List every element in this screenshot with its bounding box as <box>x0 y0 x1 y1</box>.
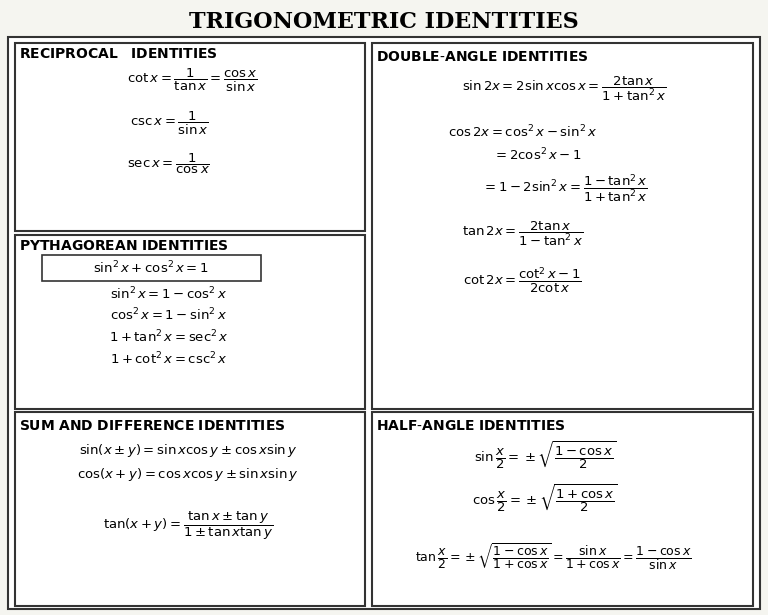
Text: $\mathbf{RECIPROCAL\ \ \ IDENTITIES}$: $\mathbf{RECIPROCAL\ \ \ IDENTITIES}$ <box>19 47 218 61</box>
Text: $\cos(x + y) = \cos x \cos y \pm \sin x \sin y$: $\cos(x + y) = \cos x \cos y \pm \sin x … <box>78 466 299 483</box>
Text: $\mathbf{SUM\ AND\ DIFFERENCE\ IDENTITIES}$: $\mathbf{SUM\ AND\ DIFFERENCE\ IDENTITIE… <box>19 419 286 432</box>
Text: $1 + \tan^2 x = \sec^2 x$: $1 + \tan^2 x = \sec^2 x$ <box>109 329 229 345</box>
Text: $\sin(x \pm y) = \sin x \cos y \pm \cos x \sin y$: $\sin(x \pm y) = \sin x \cos y \pm \cos … <box>79 442 297 459</box>
Text: $\sin^2 x + \cos^2 x = 1$: $\sin^2 x + \cos^2 x = 1$ <box>94 260 209 276</box>
Text: $\cot 2x = \dfrac{\cot^2 x - 1}{2\cot x}$: $\cot 2x = \dfrac{\cot^2 x - 1}{2\cot x}… <box>463 265 581 295</box>
Text: $\cot x = \dfrac{1}{\tan x} = \dfrac{\cos x}{\sin x}$: $\cot x = \dfrac{1}{\tan x} = \dfrac{\co… <box>127 66 257 93</box>
Text: TRIGONOMETRIC IDENTITIES: TRIGONOMETRIC IDENTITIES <box>189 10 579 33</box>
Text: $\mathbf{HALF\text{-}ANGLE\ IDENTITIES}$: $\mathbf{HALF\text{-}ANGLE\ IDENTITIES}$ <box>376 419 566 432</box>
Text: $\csc x = \dfrac{1}{\sin x}$: $\csc x = \dfrac{1}{\sin x}$ <box>130 109 208 137</box>
Text: $\tan(x + y) = \dfrac{\tan x \pm \tan y}{1 \pm \tan x \tan y}$: $\tan(x + y) = \dfrac{\tan x \pm \tan y}… <box>103 510 273 542</box>
Text: $= 2\cos^2 x - 1$: $= 2\cos^2 x - 1$ <box>493 147 582 163</box>
Text: $\sin^2 x = 1 - \cos^2 x$: $\sin^2 x = 1 - \cos^2 x$ <box>111 286 227 302</box>
Text: $\cos\dfrac{x}{2} = \pm\sqrt{\dfrac{1+\cos x}{2}}$: $\cos\dfrac{x}{2} = \pm\sqrt{\dfrac{1+\c… <box>472 483 618 515</box>
FancyBboxPatch shape <box>372 43 753 409</box>
FancyBboxPatch shape <box>8 37 760 609</box>
Text: $\tan 2x = \dfrac{2\tan x}{1 - \tan^2 x}$: $\tan 2x = \dfrac{2\tan x}{1 - \tan^2 x}… <box>462 220 583 248</box>
Text: $= 1 - 2\sin^2 x = \dfrac{1 - \tan^2 x}{1 + \tan^2 x}$: $= 1 - 2\sin^2 x = \dfrac{1 - \tan^2 x}{… <box>482 172 647 204</box>
FancyBboxPatch shape <box>372 412 753 606</box>
Text: $\sin 2x = 2 \sin x \cos x = \dfrac{2 \tan x}{1 + \tan^2 x}$: $\sin 2x = 2 \sin x \cos x = \dfrac{2 \t… <box>462 75 667 103</box>
FancyBboxPatch shape <box>42 255 261 281</box>
Text: $\cos 2x = \cos^2 x - \sin^2 x$: $\cos 2x = \cos^2 x - \sin^2 x$ <box>448 124 597 140</box>
Text: $\sin\dfrac{x}{2} = \pm\sqrt{\dfrac{1-\cos x}{2}}$: $\sin\dfrac{x}{2} = \pm\sqrt{\dfrac{1-\c… <box>474 440 617 472</box>
Text: $1 + \cot^2 x = \csc^2 x$: $1 + \cot^2 x = \csc^2 x$ <box>110 351 228 367</box>
Text: $\mathbf{PYTHAGOREAN\ IDENTITIES}$: $\mathbf{PYTHAGOREAN\ IDENTITIES}$ <box>19 239 229 253</box>
Text: $\mathbf{DOUBLE\text{-}ANGLE\ IDENTITIES}$: $\mathbf{DOUBLE\text{-}ANGLE\ IDENTITIES… <box>376 50 589 63</box>
Text: $\cos^2 x = 1 - \sin^2 x$: $\cos^2 x = 1 - \sin^2 x$ <box>111 308 227 323</box>
FancyBboxPatch shape <box>15 412 365 606</box>
Text: $\sec x = \dfrac{1}{\cos x}$: $\sec x = \dfrac{1}{\cos x}$ <box>127 152 210 177</box>
FancyBboxPatch shape <box>15 235 365 409</box>
FancyBboxPatch shape <box>15 43 365 231</box>
Text: $\tan\dfrac{x}{2} = \pm\sqrt{\dfrac{1-\cos x}{1+\cos x}} = \dfrac{\sin x}{1+\cos: $\tan\dfrac{x}{2} = \pm\sqrt{\dfrac{1-\c… <box>415 541 691 572</box>
